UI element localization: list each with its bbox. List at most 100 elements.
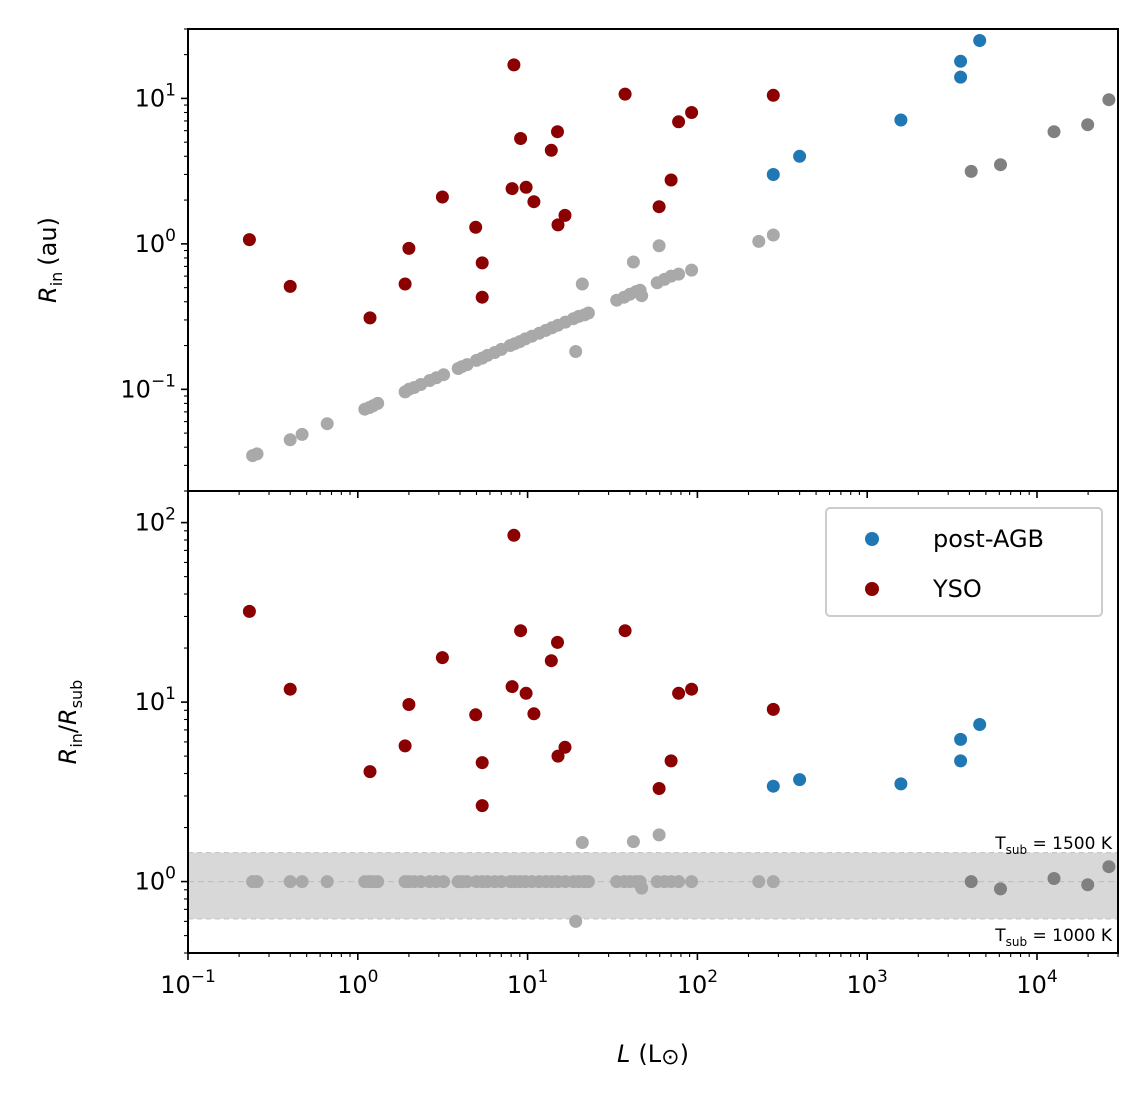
band-upper-label: Tsub = 1500 K <box>994 834 1113 857</box>
bottom-point-yso-4 <box>402 698 416 711</box>
bottom-point-light-grey-18 <box>460 875 474 889</box>
top-point-light-grey-39 <box>581 306 595 320</box>
bottom-point-yso-16 <box>551 749 565 763</box>
top-point-yso-15 <box>551 125 564 139</box>
top-y-label: Rin(au) <box>34 217 66 303</box>
bottom-point-light-grey-37 <box>575 836 589 849</box>
bottom-xtick-label: 103 <box>847 967 888 999</box>
top-point-yso-10 <box>507 58 521 72</box>
bottom-point-dark-grey-2 <box>1047 872 1061 885</box>
top-point-light-grey-1 <box>250 447 264 461</box>
bottom-point-light-grey-15 <box>437 875 451 889</box>
bottom-point-post-agb-0 <box>766 779 780 793</box>
top-point-yso-7 <box>475 256 489 270</box>
bottom-point-yso-5 <box>435 651 449 665</box>
top-point-yso-4 <box>402 241 416 255</box>
bottom-point-dark-grey-3 <box>1081 878 1095 892</box>
legend: post-AGB YSO <box>825 507 1103 617</box>
bottom-point-light-grey-4 <box>320 875 334 889</box>
bottom-points <box>242 528 1116 928</box>
top-point-yso-14 <box>544 143 558 157</box>
top-point-light-grey-43 <box>626 255 640 269</box>
top-point-post-agb-0 <box>766 168 780 181</box>
bottom-point-post-agb-1 <box>793 773 807 787</box>
bottom-point-dark-grey-4 <box>1102 860 1116 874</box>
bottom-point-yso-10 <box>507 528 521 542</box>
bottom-point-post-agb-3 <box>954 754 968 768</box>
top-point-dark-grey-2 <box>1047 125 1061 139</box>
top-point-dark-grey-3 <box>1081 118 1095 132</box>
bottom-point-light-grey-39 <box>581 875 595 889</box>
bottom-point-light-grey-23 <box>494 875 508 889</box>
bottom-point-yso-21 <box>672 686 686 700</box>
bottom-ytick-label: 100 <box>135 864 176 896</box>
bottom-point-light-grey-46 <box>635 881 649 895</box>
top-point-light-grey-2 <box>283 433 297 447</box>
top-point-yso-3 <box>398 277 412 291</box>
bottom-point-dark-grey-0 <box>964 875 978 889</box>
bottom-point-yso-18 <box>618 624 632 638</box>
bottom-point-yso-11 <box>514 624 528 638</box>
top-point-yso-18 <box>618 87 632 101</box>
top-point-light-grey-8 <box>371 396 385 410</box>
bottom-point-yso-14 <box>544 654 558 668</box>
top-point-yso-23 <box>766 88 780 102</box>
bottom-point-yso-8 <box>475 799 489 813</box>
bottom-xtick-label: 10−1 <box>160 967 216 999</box>
bottom-xtick-label: 104 <box>1016 967 1057 999</box>
bottom-point-post-agb-5 <box>973 718 987 731</box>
top-point-light-grey-48 <box>652 239 666 253</box>
bottom-point-yso-22 <box>685 682 699 696</box>
bottom-point-yso-2 <box>363 765 377 779</box>
bottom-point-yso-3 <box>398 739 412 753</box>
bottom-axes-frame <box>187 490 1119 954</box>
bottom-point-yso-9 <box>505 680 519 694</box>
top-point-yso-20 <box>664 173 678 187</box>
top-point-post-agb-2 <box>894 113 908 127</box>
top-point-light-grey-35 <box>569 345 583 358</box>
bottom-point-light-grey-43 <box>626 835 640 849</box>
top-point-yso-13 <box>527 195 541 209</box>
top-point-post-agb-5 <box>973 34 987 47</box>
band-lower-label: Tsub = 1000 K <box>994 926 1113 949</box>
top-panel: 10−1 100 101 Rin(au) <box>34 28 1119 498</box>
top-point-post-agb-4 <box>954 54 968 68</box>
legend-label-yso: YSO <box>932 575 982 603</box>
legend-label-post-agb: post-AGB <box>933 525 1044 553</box>
top-point-light-grey-54 <box>766 228 780 242</box>
bottom-point-light-grey-12 <box>414 875 428 889</box>
top-point-light-grey-37 <box>575 277 589 291</box>
top-point-post-agb-3 <box>954 70 968 84</box>
top-points <box>242 34 1116 463</box>
top-point-yso-22 <box>685 106 699 119</box>
top-point-yso-2 <box>363 311 377 325</box>
legend-box <box>825 507 1103 617</box>
top-point-yso-11 <box>514 132 528 145</box>
bottom-point-yso-1 <box>283 682 297 696</box>
top-point-yso-16 <box>551 218 565 232</box>
bottom-x-ticks: 10−1 100 101 102 103 104 <box>160 953 1119 999</box>
bottom-point-yso-0 <box>242 604 256 618</box>
top-ytick-label: 100 <box>135 226 176 258</box>
bottom-point-light-grey-51 <box>672 875 686 889</box>
top-point-light-grey-4 <box>320 417 334 431</box>
top-point-yso-12 <box>519 180 533 194</box>
bottom-point-light-grey-2 <box>283 875 297 889</box>
top-ytick-label: 10−1 <box>120 371 176 403</box>
bottom-point-light-grey-1 <box>250 875 264 889</box>
bottom-point-light-grey-8 <box>371 875 385 889</box>
bottom-xtick-label: 100 <box>337 967 378 999</box>
bottom-ytick-label: 101 <box>135 684 176 716</box>
bottom-ytick-label: 102 <box>135 505 176 537</box>
bottom-point-yso-13 <box>527 707 541 721</box>
top-point-yso-1 <box>283 279 297 293</box>
top-point-light-grey-3 <box>295 427 309 441</box>
top-point-light-grey-15 <box>437 368 451 382</box>
top-point-light-grey-46 <box>635 289 649 303</box>
bottom-panel: 100 101 102 10−1 100 101 102 103 104 Tsub = 150… <box>54 490 1119 999</box>
bottom-point-yso-6 <box>469 708 483 722</box>
bottom-point-light-grey-53 <box>752 875 766 889</box>
top-point-yso-17 <box>558 208 572 222</box>
bottom-point-yso-19 <box>652 782 666 795</box>
bottom-point-light-grey-52 <box>685 875 699 889</box>
